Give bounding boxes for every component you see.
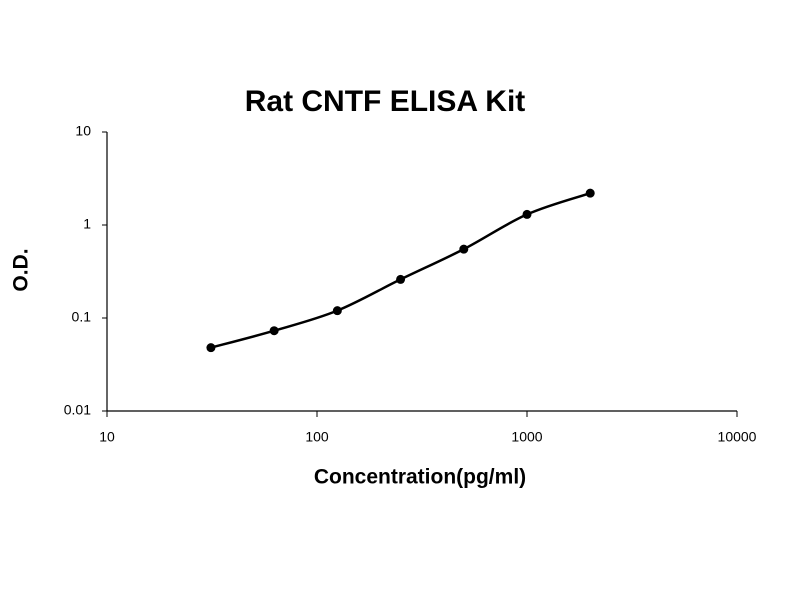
x-tick-label: 10000 — [718, 429, 757, 445]
x-tick-label: 1000 — [511, 429, 542, 445]
data-point — [585, 188, 595, 198]
y-axis-label: O.D. — [10, 248, 33, 291]
x-tick-label: 100 — [305, 429, 329, 445]
x-tick-label: 10 — [99, 429, 115, 445]
data-point — [269, 326, 279, 336]
data-point — [396, 274, 406, 284]
chart-title: Rat CNTF ELISA Kit — [245, 85, 526, 118]
data-point — [522, 209, 532, 219]
y-tick-label: 0.01 — [64, 402, 91, 418]
fit-curve — [210, 191, 591, 349]
data-point — [459, 244, 469, 254]
y-tick-label: 10 — [75, 123, 91, 139]
y-tick-label: 0.1 — [72, 309, 92, 325]
x-axis-label: Concentration(pg/ml) — [314, 466, 526, 489]
data-point — [206, 343, 216, 353]
y-tick-label: 1 — [83, 216, 91, 232]
data-point — [332, 306, 342, 316]
